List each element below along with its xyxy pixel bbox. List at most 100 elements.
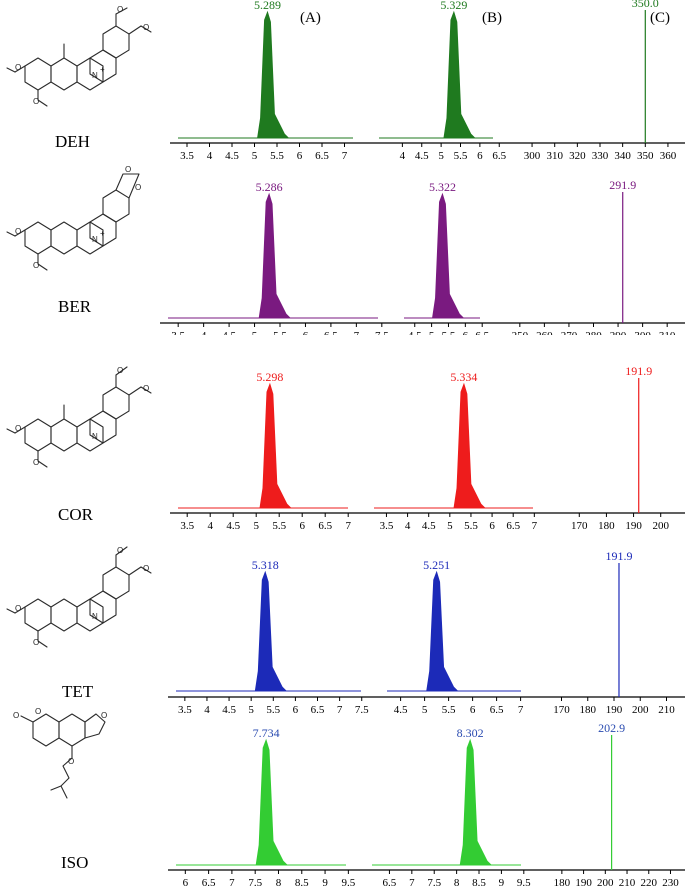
x-tick-label: 200	[597, 877, 614, 889]
x-tick-label: 180	[580, 704, 597, 715]
chart-row-iso: 6 6.5 7 7.5 8 8.5 9 9.5 7.734 6.5 7 7.5 8 8.5 9 9.5 8.30…	[168, 721, 685, 889]
svg-text:N: N	[92, 612, 98, 621]
x-tick-label: 310	[546, 150, 563, 162]
x-tick-label: 190	[625, 520, 642, 532]
x-tick-label: 5	[248, 704, 254, 715]
x-tick-label: 8.5	[295, 877, 309, 889]
x-tick-label: 6.5	[318, 520, 332, 532]
x-tick-label: 170	[571, 520, 588, 532]
x-tick-label: 5.5	[272, 520, 286, 532]
x-tick-label: 4	[207, 150, 213, 162]
x-tick-label: 330	[592, 150, 609, 162]
chromatogram-peak	[259, 382, 292, 509]
x-tick-label: 7.5	[355, 704, 369, 715]
x-tick-label: 320	[569, 150, 586, 162]
x-tick-label: 6.5	[315, 150, 329, 162]
chromatogram-peak	[426, 570, 459, 692]
x-tick-label: 7	[532, 520, 538, 532]
x-tick-label: 5.5	[270, 150, 284, 162]
x-tick-label: 9	[322, 877, 328, 889]
x-tick-label: 5	[253, 520, 259, 532]
x-tick-label: 4.5	[222, 330, 236, 335]
x-tick-label: 7	[337, 704, 343, 715]
svg-text:O: O	[15, 63, 21, 72]
compound-label-deh: DEH	[55, 132, 90, 151]
x-tick-label: 7	[345, 520, 351, 532]
tet-structure-icon: N O O O O	[6, 546, 152, 648]
iso-structure-icon: O O O O	[13, 707, 107, 799]
peak-label: 5.286	[256, 180, 283, 194]
x-tick-label: 6.5	[490, 704, 504, 715]
x-tick-label: 360	[660, 150, 677, 162]
x-tick-label: 310	[659, 330, 676, 335]
svg-text:O: O	[33, 97, 39, 106]
x-tick-label: 8	[454, 877, 460, 889]
svg-text:O: O	[125, 165, 131, 174]
compound-label-ber: BER	[58, 297, 92, 316]
x-tick-label: 230	[662, 877, 679, 889]
peak-label: 5.298	[256, 370, 283, 384]
x-tick-label: 8	[276, 877, 282, 889]
x-tick-label: 5.5	[273, 330, 287, 335]
svg-text:O: O	[101, 711, 107, 720]
deh-structure-icon: N+ O O O O	[6, 5, 152, 107]
x-tick-label: 6.5	[324, 330, 338, 335]
x-tick-label: 7.5	[248, 877, 262, 889]
x-tick-label: 5	[252, 330, 258, 335]
svg-text:O: O	[143, 564, 149, 573]
x-tick-label: 7.5	[375, 330, 389, 335]
x-tick-label: 7.5	[427, 877, 441, 889]
svg-text:O: O	[68, 757, 74, 766]
x-tick-label: 6	[477, 150, 483, 162]
x-tick-label: 4	[405, 520, 411, 532]
x-tick-label: 4	[201, 330, 207, 335]
chart-row-tet: 3.5 4 4.5 5 5.5 6 6.5 7 7.5 5.318 4.5 5 5.5 6 6.5 7 5.25…	[168, 549, 685, 715]
x-tick-label: 250	[512, 330, 529, 335]
x-tick-label: 5	[422, 704, 428, 715]
x-tick-label: 210	[658, 704, 675, 715]
peak-label: 5.329	[440, 0, 467, 12]
x-tick-label: 7	[342, 150, 348, 162]
x-tick-label: 9	[499, 877, 505, 889]
panel-letter-b: (B)	[482, 10, 502, 26]
compound-label-tet: TET	[62, 682, 94, 701]
x-tick-label: 4	[207, 520, 213, 532]
x-tick-label: 3.5	[180, 520, 194, 532]
svg-text:O: O	[15, 604, 21, 613]
x-tick-label: 6.5	[475, 330, 489, 335]
x-tick-label: 180	[554, 877, 571, 889]
ms-peak-label: 202.9	[598, 721, 625, 735]
chromatogram-peak	[459, 738, 493, 866]
x-tick-label: 4.5	[222, 704, 236, 715]
x-tick-label: 5	[447, 520, 453, 532]
compound-label-cor: COR	[58, 505, 93, 524]
x-tick-label: 7	[229, 877, 235, 889]
svg-text:N: N	[92, 432, 98, 441]
x-tick-label: 200	[632, 704, 649, 715]
peak-label: 7.734	[253, 726, 280, 740]
svg-text:O: O	[117, 366, 123, 375]
svg-text:+: +	[100, 229, 105, 238]
svg-text:O: O	[35, 707, 41, 716]
svg-text:O: O	[33, 458, 39, 467]
x-tick-label: 170	[553, 704, 570, 715]
chromatogram-peak	[443, 10, 476, 139]
x-tick-label: 6	[183, 877, 189, 889]
chart-row-ber: 3.5 4 4.5 5 5.5 6 6.5 7 7.5 5.286 4.5 5 5.5 6 6.5 5.322…	[160, 178, 685, 335]
peak-label: 5.322	[429, 180, 456, 194]
chromatogram-peak	[258, 192, 292, 319]
svg-text:O: O	[15, 424, 21, 433]
x-tick-label: 180	[598, 520, 615, 532]
chromatogram-peak	[254, 570, 288, 692]
x-tick-label: 340	[614, 150, 631, 162]
ms-peak-label: 350.0	[632, 0, 659, 10]
x-tick-label: 300	[524, 150, 541, 162]
chart-row-cor: 3.5 4 4.5 5 5.5 6 6.5 7 5.298 3.5 4 4.5 5 5.5 6 6.5 7 5.3…	[170, 364, 685, 532]
x-tick-label: 6	[463, 330, 469, 335]
svg-text:O: O	[15, 227, 21, 236]
x-tick-label: 7	[518, 704, 524, 715]
svg-text:O: O	[143, 384, 149, 393]
ms-peak-label: 191.9	[605, 549, 632, 563]
x-tick-label: 300	[634, 330, 651, 335]
